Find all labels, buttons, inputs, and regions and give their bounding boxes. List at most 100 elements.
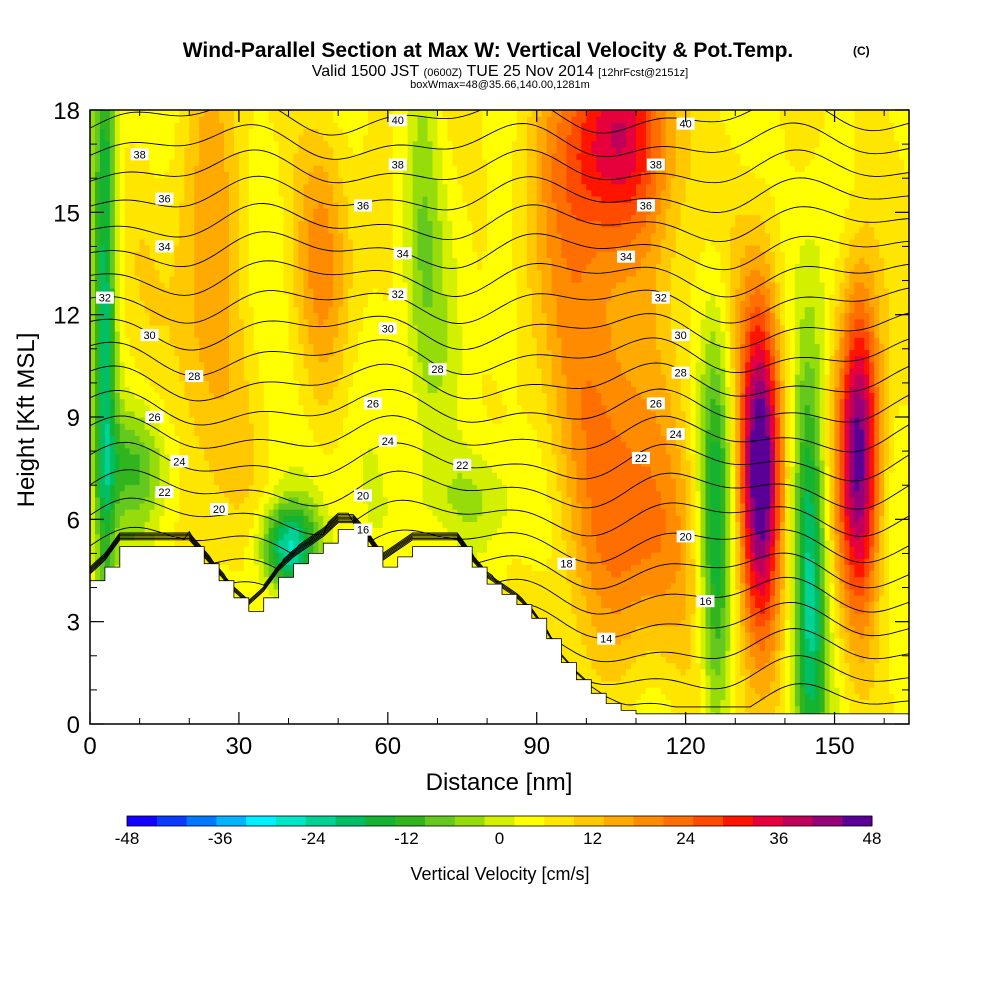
field-cell <box>134 288 141 295</box>
field-cell <box>298 110 305 117</box>
field-cell <box>238 275 245 283</box>
field-cell <box>119 337 126 344</box>
field-cell <box>164 275 171 283</box>
field-cell <box>278 300 285 308</box>
field-cell <box>119 171 126 179</box>
field-cell <box>129 361 136 369</box>
field-cell <box>288 269 295 277</box>
field-cell <box>169 288 175 295</box>
field-cell <box>109 527 116 535</box>
field-cell <box>293 515 300 522</box>
field-cell <box>238 349 245 357</box>
field-cell <box>169 392 175 400</box>
field-cell <box>219 552 225 559</box>
field-cell <box>214 472 220 479</box>
field-cell <box>90 539 96 547</box>
field-cell <box>219 146 225 154</box>
field-cell <box>248 159 255 166</box>
field-cell <box>238 214 245 222</box>
field-cell <box>263 159 270 166</box>
field-cell <box>174 238 180 246</box>
field-cell <box>313 478 319 486</box>
field-cell <box>224 361 230 369</box>
field-cell <box>149 238 156 246</box>
field-cell <box>224 324 230 332</box>
field-cell <box>154 300 161 308</box>
field-cell <box>308 140 314 148</box>
field-cell <box>154 496 161 504</box>
field-cell <box>263 472 270 479</box>
field-cell <box>144 386 151 394</box>
field-cell <box>298 263 305 271</box>
field-cell <box>114 459 121 467</box>
field-cell <box>129 386 136 394</box>
field-cell <box>303 343 309 351</box>
field-cell <box>253 171 260 179</box>
field-cell <box>298 171 305 179</box>
field-cell <box>134 263 141 271</box>
field-cell <box>228 232 235 240</box>
field-cell <box>214 306 220 314</box>
field-cell <box>199 453 205 461</box>
field-cell <box>139 447 146 455</box>
field-cell <box>194 226 200 234</box>
field-cell <box>109 318 116 326</box>
field-cell <box>243 257 250 265</box>
field-cell <box>189 386 195 394</box>
field-cell <box>199 502 205 510</box>
field-cell <box>288 392 295 400</box>
field-cell <box>228 257 235 265</box>
field-cell <box>189 238 195 246</box>
field-cell <box>228 165 235 172</box>
field-cell <box>263 552 270 559</box>
field-cell <box>308 232 314 240</box>
field-cell <box>273 343 280 351</box>
field-cell <box>189 441 195 449</box>
field-cell <box>124 232 131 240</box>
field-cell <box>268 281 275 289</box>
field-cell <box>124 177 131 185</box>
field-cell <box>174 220 180 228</box>
field-cell <box>273 447 280 455</box>
field-cell <box>124 429 131 437</box>
field-cell <box>253 441 260 449</box>
field-cell <box>303 220 309 228</box>
field-cell <box>278 165 285 172</box>
field-cell <box>139 521 146 529</box>
field-cell <box>323 159 329 166</box>
field-cell <box>328 484 334 492</box>
field-cell <box>283 165 290 172</box>
field-cell <box>154 263 161 271</box>
field-cell <box>189 195 195 203</box>
field-cell <box>194 122 200 130</box>
field-cell <box>283 417 290 424</box>
field-cell <box>298 521 305 529</box>
field-cell <box>179 435 185 443</box>
field-cell <box>159 539 166 547</box>
field-cell <box>278 343 285 351</box>
field-cell <box>114 558 121 565</box>
field-cell <box>149 134 156 142</box>
field-cell <box>328 374 334 381</box>
field-cell <box>169 183 175 191</box>
field-cell <box>114 447 121 455</box>
field-cell <box>224 355 230 363</box>
field-cell <box>224 189 230 197</box>
field-cell <box>109 183 116 191</box>
field-cell <box>288 515 295 522</box>
field-cell <box>238 361 245 369</box>
field-cell <box>293 202 300 209</box>
field-cell <box>328 189 334 197</box>
field-cell <box>159 509 166 516</box>
field-cell <box>233 140 240 148</box>
field-cell <box>318 398 324 406</box>
field-cell <box>263 423 270 430</box>
field-cell <box>194 343 200 351</box>
field-cell <box>278 245 285 252</box>
field-cell <box>144 288 151 295</box>
field-cell <box>288 220 295 228</box>
field-cell <box>219 539 225 547</box>
field-cell <box>164 478 171 486</box>
field-cell <box>219 202 225 209</box>
field-cell <box>278 275 285 283</box>
